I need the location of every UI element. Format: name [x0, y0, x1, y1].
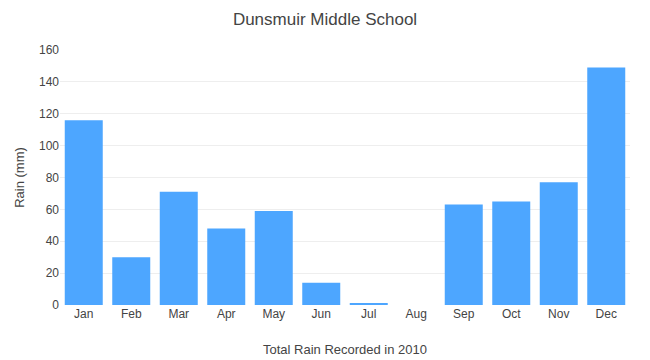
svg-text:Rain (mm): Rain (mm): [12, 147, 27, 208]
svg-text:Feb: Feb: [121, 307, 142, 321]
svg-text:Oct: Oct: [502, 307, 521, 321]
svg-text:Dunsmuir Middle School: Dunsmuir Middle School: [233, 10, 417, 29]
svg-text:80: 80: [46, 171, 60, 185]
svg-text:Jan: Jan: [74, 307, 93, 321]
svg-text:60: 60: [46, 203, 60, 217]
svg-text:0: 0: [52, 298, 59, 312]
svg-text:100: 100: [39, 139, 59, 153]
svg-text:Dec: Dec: [596, 307, 617, 321]
svg-text:Sep: Sep: [453, 307, 475, 321]
svg-text:160: 160: [39, 43, 59, 57]
svg-text:Mar: Mar: [168, 307, 189, 321]
svg-text:Jul: Jul: [361, 307, 376, 321]
svg-text:Total Rain Recorded in 2010: Total Rain Recorded in 2010: [263, 342, 427, 357]
svg-text:Jun: Jun: [312, 307, 331, 321]
svg-text:Aug: Aug: [406, 307, 427, 321]
svg-text:20: 20: [46, 266, 60, 280]
svg-text:40: 40: [46, 234, 60, 248]
svg-text:Apr: Apr: [217, 307, 236, 321]
svg-text:Nov: Nov: [548, 307, 569, 321]
svg-text:140: 140: [39, 75, 59, 89]
svg-text:May: May: [262, 307, 285, 321]
svg-text:120: 120: [39, 107, 59, 121]
